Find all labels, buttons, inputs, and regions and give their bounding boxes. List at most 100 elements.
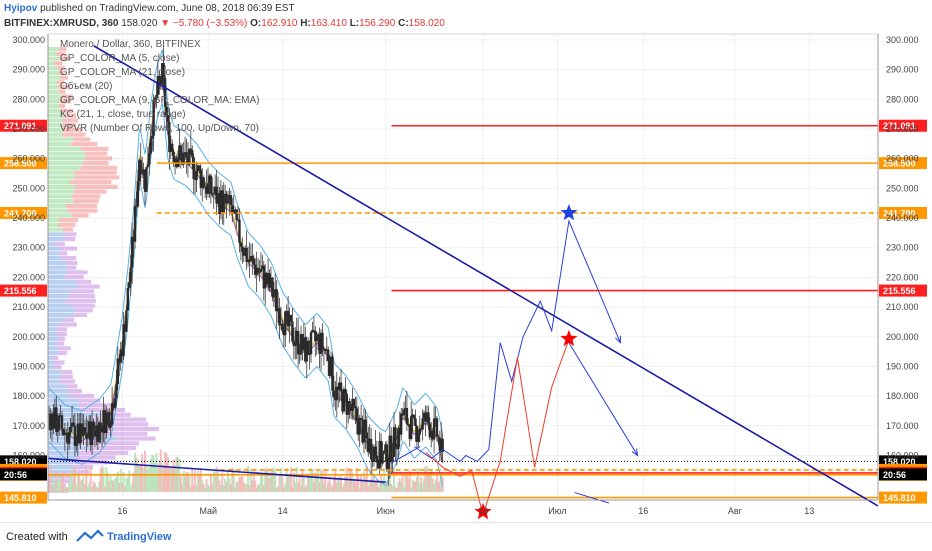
y-tick-label-right: 240.000 [886,213,919,223]
volume-bar [72,483,75,492]
blue-forecast-arrow [615,335,621,344]
vpvr-up-bar [48,294,70,299]
trend-drawings[interactable] [47,45,879,520]
volume-bar [48,472,51,492]
volume-bar [75,484,78,492]
volume-bar [305,484,308,492]
volume-bar [92,481,95,492]
volume-bar [424,466,427,492]
volume-bar [128,470,131,492]
vpvr-up-bar [48,355,53,360]
volume-bar [307,473,310,492]
candle-body [186,157,190,165]
x-tick-label: Июн [377,506,395,516]
vpvr-down-bar [58,70,65,75]
volume-bar [341,486,344,492]
volume-bar [86,486,89,492]
horizontal-levels[interactable]: 271.091 271.091 258.500 258.500 241.700 241.7… [0,119,927,504]
candle-body [99,422,102,427]
volume-bar [89,466,92,492]
keltner-lower [48,103,444,487]
vpvr-up-bar [48,298,66,303]
star-icon [560,329,578,347]
candle-body [110,403,114,425]
candle-body [412,414,416,419]
vpvr-up-bar [48,251,60,256]
volume-bar [182,470,185,492]
publisher-line: Hyipov published on TradingView.com, Jun… [4,3,295,14]
tradingview-logo-icon[interactable] [76,529,104,543]
volume-bar [427,474,430,492]
vpvr-up-bar [48,317,64,322]
vpvr-up-bar [48,279,76,284]
candle-body [354,406,357,409]
candle-body [229,195,233,206]
candle-body [235,209,238,221]
vpvr-up-bar [48,56,60,61]
volume-bar [235,481,238,492]
volume-bar [325,486,328,492]
volume-bar [121,483,124,492]
vpvr-up-bar [48,170,75,175]
blue-forecast-arrow-2 [631,448,639,457]
volume-bar [370,478,373,492]
volume-bar [169,466,172,492]
candles [47,45,444,486]
volume-bar [435,476,438,492]
volume-bar [338,475,341,492]
volume-bar [381,480,384,492]
candle-body [155,94,158,98]
vpvr-down-bar [75,279,92,284]
volume-bar [162,465,165,492]
candle-body [321,332,324,350]
candle-body [414,418,417,426]
tradingview-brand[interactable]: TradingView [107,531,172,543]
candle-body [365,432,369,439]
open-label: O: [250,18,262,29]
candle-body [239,242,243,247]
vpvr-down-bar [78,398,101,403]
publisher-username[interactable]: Hyipov [4,3,38,14]
volume-bar [115,476,118,492]
candle-body [357,420,360,435]
volume-bar [141,454,144,492]
vpvr-down-bar [56,51,66,56]
vpvr-down-bar [81,441,140,446]
y-tick-label-right: 180.000 [886,391,919,401]
volume-bar [364,476,367,492]
candle-body [243,247,247,256]
volume-bar [354,482,357,492]
vpvr-up-bar [48,388,70,394]
volume-bar [61,476,64,492]
candle-body [60,415,64,429]
vpvr-down-bar [58,47,67,52]
volume-bar [320,471,323,492]
vpvr-up-bar [48,132,62,137]
candle-body [93,431,97,437]
candle-body [282,330,286,336]
price-chart[interactable]: 271.091 271.091 258.500 258.500 241.700 241.7… [0,32,932,520]
volume-bar [62,471,65,492]
vpvr-down-bar [66,384,78,389]
time-tag-label-left: 20:56 [4,470,27,480]
volume-bar [271,468,274,492]
candle-body [213,186,217,194]
candle-body [160,63,164,85]
candle-body [88,421,91,436]
price-level-label: 145.810 [883,493,916,503]
vpvr-up-bar [48,346,59,351]
legend-item: VPVR (Number Of Rows, 100, Up/Down, 70) [60,123,259,134]
vpvr-up-bar [48,199,74,204]
candle-body [248,259,251,262]
vpvr-up-bar [48,146,81,151]
volume-bar [103,486,106,492]
candle-body [106,412,110,414]
legend-item: GP_COLOR_MA (5, close) [60,53,179,64]
candle-body [352,398,356,407]
vpvr-up-bar [48,455,77,460]
candle-body [328,360,331,376]
price-level-tag-left [0,157,47,170]
candle-body [395,447,399,450]
vpvr-up-bar [48,99,60,104]
vpvr-up-bar [48,94,62,99]
